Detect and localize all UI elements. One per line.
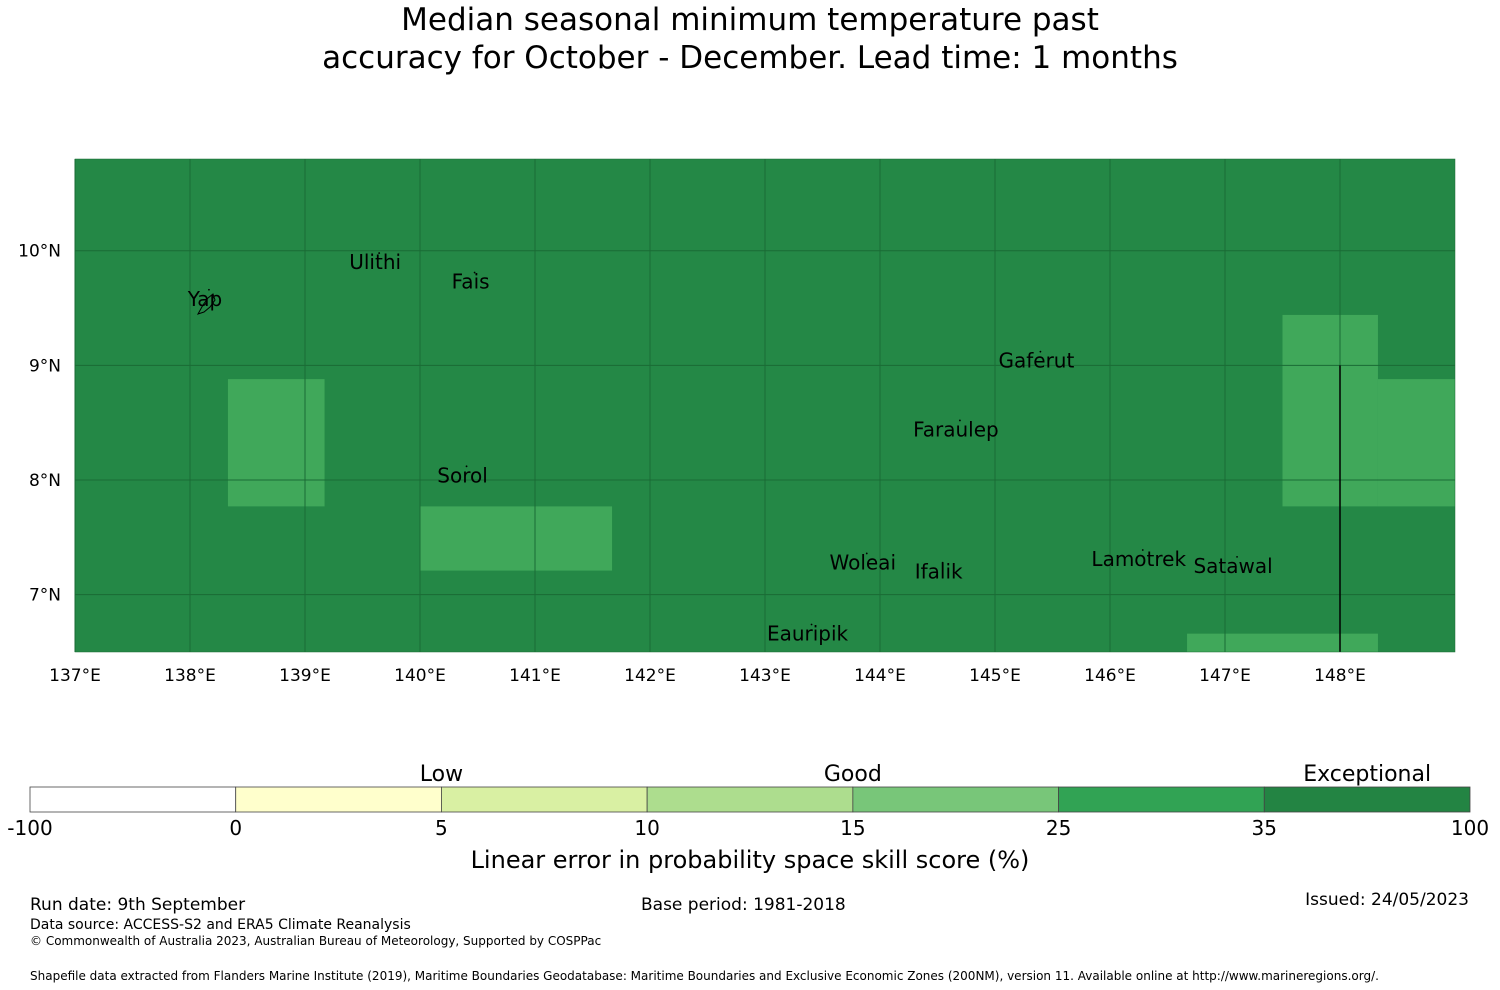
colorbar-tick-label: 100 <box>1451 816 1489 840</box>
category-label: Exceptional <box>1303 762 1431 787</box>
lat-tick-label: 9°N <box>29 356 61 376</box>
colorbar-bin <box>646 786 854 813</box>
chart-title: Median seasonal minimum temperature past… <box>0 0 1500 77</box>
skill-cell <box>1187 633 1378 652</box>
lon-tick-label: 143°E <box>739 666 791 686</box>
skill-map: 137°E 138°E 139°E 140°E 141°E 142°E 143°E 144°E… <box>18 158 1456 686</box>
island-dot <box>865 552 868 555</box>
lon-tick-label: 146°E <box>1084 666 1136 686</box>
island-outline-icon <box>196 293 216 315</box>
colorbar-tick-label: 5 <box>435 816 448 840</box>
category-label: Good <box>824 762 882 787</box>
issued-date: Issued: 24/05/2023 <box>1305 890 1469 910</box>
run-date: Run date: 9th September <box>30 895 246 915</box>
lat-tick-label: 7°N <box>29 586 61 606</box>
title-line-2: accuracy for October - December. Lead ti… <box>322 40 1178 76</box>
lon-tick-label: 140°E <box>394 666 446 686</box>
colorbar-tick-label: 10 <box>634 816 659 840</box>
place-label: Ifalik <box>915 560 963 584</box>
colorbar-bin <box>441 786 648 813</box>
colorbar-tick-label: 15 <box>840 816 865 840</box>
data-source: Data source: ACCESS-S2 and ERA5 Climate … <box>30 917 411 933</box>
colorbar-bin <box>1263 786 1471 813</box>
island-dot <box>465 465 468 468</box>
colorbar-bin <box>235 786 442 813</box>
island-dot <box>1141 549 1144 551</box>
copyright: © Commonwealth of Australia 2023, Austra… <box>30 934 602 948</box>
place-label: Gaferut <box>998 349 1074 373</box>
island-dot <box>941 561 944 564</box>
lon-tick-label: 139°E <box>279 666 331 686</box>
skill-cell <box>1377 379 1455 507</box>
island-dot <box>378 252 381 254</box>
place-label: Eauripik <box>767 622 849 646</box>
colorbar-axis-label: Linear error in probability space skill … <box>471 846 1030 874</box>
lon-tick-label: 144°E <box>854 666 906 686</box>
place-label: Fais <box>452 270 490 294</box>
map-frame <box>74 158 1456 653</box>
skill-cell <box>1282 314 1378 507</box>
place-label: Faraulep <box>913 417 999 441</box>
colorbar-bin <box>852 786 1059 813</box>
place-label: Lamotrek <box>1091 547 1186 571</box>
lat-tick-label: 8°N <box>29 471 61 491</box>
category-label: Low <box>420 762 463 787</box>
base-period: Base period: 1981-2018 <box>641 895 846 915</box>
colorbar-bin <box>29 786 237 813</box>
colorbar-tick-label: 35 <box>1252 816 1277 840</box>
island-dot <box>1039 350 1042 353</box>
colorbar-tick-label: 0 <box>229 816 242 840</box>
lon-tick-label: 138°E <box>164 666 216 686</box>
lon-tick-label: 141°E <box>509 666 561 686</box>
colorbar-tick-label: 25 <box>1046 816 1071 840</box>
island-dot <box>473 271 476 274</box>
place-label: Sorol <box>437 463 488 487</box>
island-dot <box>208 288 210 291</box>
place-label: Woleai <box>829 550 896 574</box>
lat-tick-label: 10°N <box>18 242 61 262</box>
lon-tick-label: 145°E <box>969 666 1021 686</box>
lon-tick-label: 148°E <box>1314 666 1366 686</box>
colorbar-tick-label: -100 <box>7 816 52 840</box>
shapefile-credit: Shapefile data extracted from Flanders M… <box>30 969 1379 983</box>
lon-tick-label: 147°E <box>1199 666 1251 686</box>
island-dot <box>810 623 813 626</box>
colorbar-legend: -100 0 5 10 15 25 35 100 Low Good Exceptional Linea… <box>7 762 1489 874</box>
place-label: Yap <box>187 287 222 311</box>
skill-cell <box>227 379 325 507</box>
colorbar-bin <box>1058 786 1265 813</box>
island-dot <box>1236 555 1238 558</box>
place-label: Satawal <box>1193 554 1272 578</box>
skill-cell <box>420 506 613 571</box>
place-label: Ulithi <box>349 250 401 274</box>
island-dot <box>959 419 961 422</box>
lon-tick-label: 142°E <box>624 666 676 686</box>
title-line-1: Median seasonal minimum temperature past <box>401 2 1099 38</box>
lon-tick-label: 137°E <box>49 666 101 686</box>
